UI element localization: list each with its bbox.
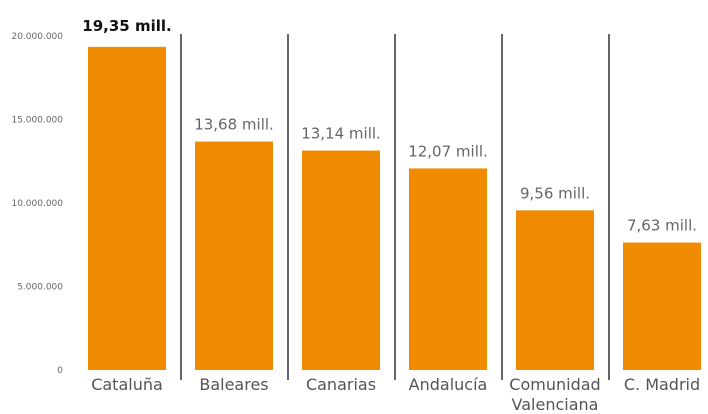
data-label: 13,68 mill. (194, 116, 274, 134)
x-tick-label: Cataluña (91, 375, 163, 394)
bar-canarias (302, 150, 380, 370)
bar-baleares (195, 141, 273, 370)
y-tick-label: 5.000.000 (17, 283, 63, 293)
data-label: 7,63 mill. (627, 217, 697, 235)
bar-comunidad-valenciana (516, 210, 594, 370)
bar-catalu-a (88, 46, 166, 370)
x-tick-label: Comunidad (509, 375, 600, 394)
x-tick-label: Baleares (199, 375, 268, 394)
data-label: 13,14 mill. (301, 125, 381, 143)
x-tick-label: Andalucía (409, 375, 488, 394)
bar-c-madrid (623, 242, 701, 370)
y-tick-label: 0 (57, 366, 63, 376)
data-label: 9,56 mill. (520, 184, 590, 202)
data-label: 12,07 mill. (408, 142, 488, 160)
y-tick-label: 20.000.000 (11, 32, 63, 42)
y-tick-label: 15.000.000 (11, 116, 63, 126)
x-tick-label: C. Madrid (624, 375, 700, 394)
x-tick-label: Canarias (306, 375, 376, 394)
y-tick-label: 10.000.000 (11, 199, 63, 209)
data-label: 19,35 mill. (82, 17, 171, 35)
bar-andaluc-a (409, 168, 487, 370)
x-tick-label: Valenciana (512, 395, 599, 414)
